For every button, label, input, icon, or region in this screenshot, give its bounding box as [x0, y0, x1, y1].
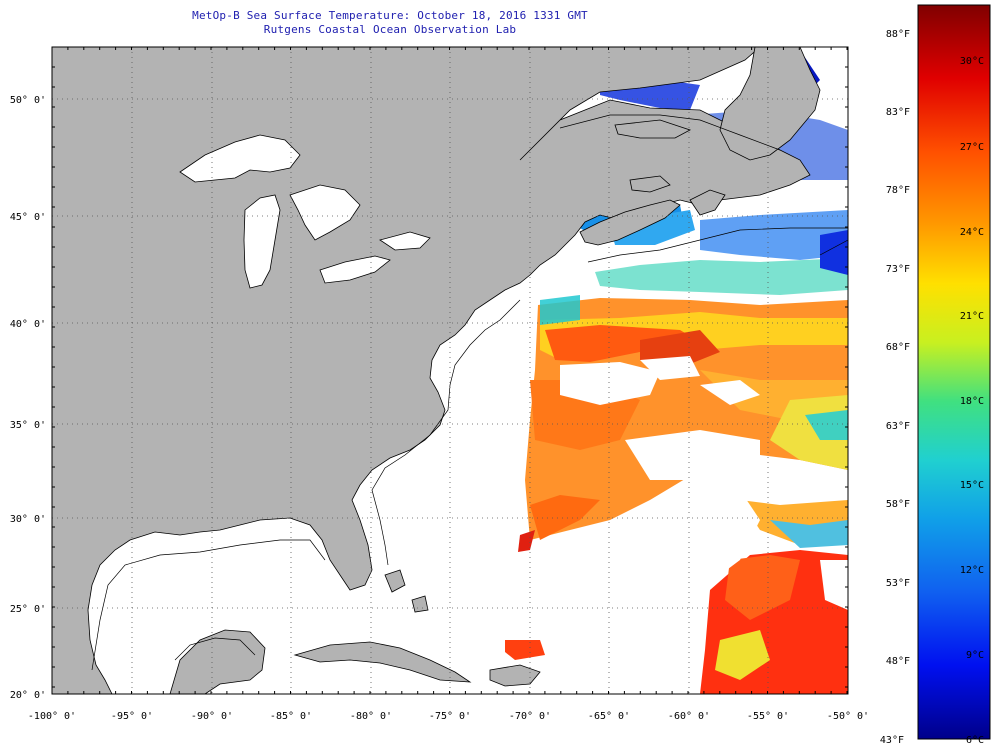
lon-label: -65° 0'	[588, 711, 630, 722]
lon-label: -55° 0'	[747, 711, 789, 722]
fahrenheit-label: 53°F	[886, 578, 910, 589]
latitude-labels: 50° 0' 45° 0' 40° 0' 35° 0' 30° 0' 25° 0…	[10, 95, 46, 701]
celsius-label: 9°C	[966, 650, 984, 661]
celsius-labels: 30°C 27°C 24°C 21°C 18°C 15°C 12°C 9°C 6…	[960, 56, 984, 746]
lon-label: -50° 0'	[827, 711, 869, 722]
land-mass	[52, 47, 821, 694]
lat-label: 40° 0'	[10, 319, 46, 330]
isobath-lines	[91, 114, 848, 671]
lon-label: -100° 0'	[28, 711, 76, 722]
lat-label: 25° 0'	[10, 604, 46, 615]
map-subtitle: Rutgens Coastal Ocean Observation Lab	[263, 23, 517, 36]
celsius-label: 21°C	[960, 311, 984, 322]
celsius-label: 12°C	[960, 565, 984, 576]
lat-label: 45° 0'	[10, 212, 46, 223]
great-lakes	[179, 134, 431, 289]
lon-label: -75° 0'	[429, 711, 471, 722]
cloud-mask	[520, 356, 848, 640]
lon-label: -60° 0'	[668, 711, 710, 722]
lat-label: 30° 0'	[10, 514, 46, 525]
celsius-label: 15°C	[960, 480, 984, 491]
celsius-label: 30°C	[960, 56, 984, 67]
lon-label: -80° 0'	[350, 711, 392, 722]
map-title: MetOp-B Sea Surface Temperature: October…	[192, 9, 588, 22]
color-scale-bar	[917, 4, 991, 740]
lon-label: -70° 0'	[509, 711, 551, 722]
celsius-label: 18°C	[960, 396, 984, 407]
fahrenheit-label: 68°F	[886, 342, 910, 353]
fahrenheit-label: 83°F	[886, 107, 910, 118]
celsius-label: 27°C	[960, 142, 984, 153]
celsius-label: 6°C	[966, 735, 984, 746]
fahrenheit-label: 73°F	[886, 264, 910, 275]
lat-label: 50° 0'	[10, 95, 46, 106]
fahrenheit-label: 63°F	[886, 421, 910, 432]
lat-label: 20° 0'	[10, 690, 46, 701]
fahrenheit-labels: 88°F 83°F 78°F 73°F 68°F 63°F 58°F 53°F …	[880, 29, 910, 746]
axis-ticks	[51, 46, 848, 694]
celsius-label: 24°C	[960, 227, 984, 238]
longitude-labels: -100° 0' -95° 0' -90° 0' -85° 0' -80° 0'…	[28, 711, 869, 722]
lon-label: -95° 0'	[111, 711, 153, 722]
lon-label: -90° 0'	[191, 711, 233, 722]
fahrenheit-label: 88°F	[886, 29, 910, 40]
fahrenheit-label: 48°F	[886, 656, 910, 667]
lon-label: -85° 0'	[270, 711, 312, 722]
fahrenheit-label: 78°F	[886, 185, 910, 196]
lat-label: 35° 0'	[10, 420, 46, 431]
fahrenheit-label: 43°F	[880, 735, 904, 746]
fahrenheit-label: 58°F	[886, 499, 910, 510]
